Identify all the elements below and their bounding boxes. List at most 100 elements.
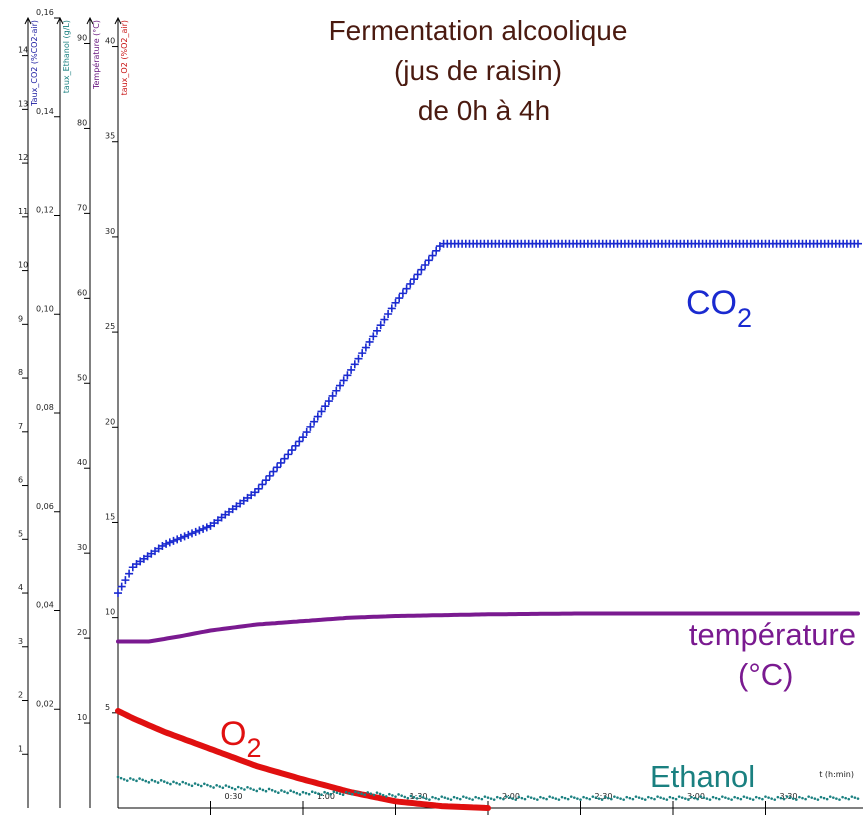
ethanol-point [314,791,317,794]
ethanol-point [742,795,746,798]
ethanol-point [523,797,527,801]
co2-point [276,458,285,467]
y-axis-arrow-temperature [86,16,94,25]
ethanol-point [693,796,696,800]
y-tick-label-ethanol: 0,10 [36,304,54,313]
co2-point [854,239,862,248]
chart-title: Fermentation alcoolique (jus de raisin) … [329,15,628,126]
ethanol-point [233,787,237,791]
ethanol-point [172,780,175,784]
co2-point [169,536,178,545]
ethanol-point [643,798,647,801]
ethanol-point [236,785,240,789]
ethanol-point [255,789,259,793]
ethanol-point [181,780,185,784]
co2-point [373,326,381,335]
ethanol-point [573,796,576,799]
y-tick-label-ethanol: 0,04 [36,601,54,610]
co2-point [332,386,341,395]
ethanol-point [714,796,718,800]
y-tick-label-o2: 5 [105,703,110,712]
ethanol-point [221,786,225,790]
ethanol-point [190,784,194,788]
y-tick-label-co2: 6 [18,476,23,485]
ethanol-point [366,791,370,794]
co2-point [258,480,267,489]
ethanol-point [785,795,789,798]
ethanol-point [388,792,391,796]
co2-point [324,397,333,406]
ethanol-point [526,795,530,798]
ethanol-point [153,780,157,783]
co2-point [280,454,289,463]
ethanol-point [212,786,215,789]
ethanol-point [304,791,308,795]
co2-point [162,539,171,548]
ethanol-point [159,779,163,782]
y-tick-label-ethanol: 0,12 [36,206,54,215]
y-tick-label-o2: 20 [105,417,115,426]
ethanol-point [721,795,724,798]
co2-point [173,535,182,544]
ethanol-point [434,796,437,800]
ethanol-point [588,797,592,801]
ethanol-point [551,796,555,799]
ethanol-point [147,781,151,784]
y-tick-label-ethanol: 0,14 [36,107,54,116]
ethanol-point [307,792,311,796]
y-tick-label-ethanol: 0,16 [36,8,54,17]
ethanol-point [218,785,222,788]
ethanol-point [779,796,783,800]
ethanol-point [532,797,536,800]
co2-point [328,391,337,400]
ethanol-point [335,791,339,794]
series-label-co2-sub: 2 [737,303,752,333]
co2-point [406,279,415,288]
ethanol-point [283,790,286,794]
ethanol-point [249,787,252,790]
ethanol-point [224,784,228,787]
co2-point [310,417,319,426]
ethanol-point [440,795,444,798]
ethanol-point [517,795,521,799]
ethanol-point [816,798,820,801]
co2-point [317,407,326,416]
ethanol-point [412,795,416,799]
y-tick-label-temperature: 40 [77,458,87,467]
y-axis-title-ethanol: taux_Ethanol (g/L) [62,20,71,93]
ethanol-point [351,792,354,796]
ethanol-point [178,783,181,786]
ethanol-point [437,797,440,801]
co2-point [202,523,211,532]
ethanol-point [326,791,329,795]
ethanol-point [187,783,191,786]
co2-point [195,526,204,535]
ethanol-point [116,775,120,779]
ethanol-point [492,798,496,801]
series-co2 [114,239,862,598]
ethanol-point [560,795,564,799]
ethanol-point [699,795,703,798]
ethanol-point [406,796,410,800]
ethanol-point [822,796,826,800]
y-tick-label-o2: 35 [105,132,115,141]
co2-point [269,467,278,476]
ethanol-point [539,795,542,799]
ethanol-point [662,797,666,800]
ethanol-point [344,790,348,794]
ethanol-point [166,781,169,785]
y-tick-label-temperature: 80 [77,118,87,127]
y-tick-label-co2: 10 [18,261,28,270]
ethanol-point [542,796,545,800]
co2-point [339,376,348,385]
y-tick-label-co2: 7 [18,422,23,431]
co2-point [410,275,418,284]
ethanol-point [292,790,296,794]
ethanol-point [788,796,792,799]
co2-point [398,289,407,298]
ethanol-point [819,795,823,799]
ethanol-point [687,798,690,801]
ethanol-point [384,795,388,798]
